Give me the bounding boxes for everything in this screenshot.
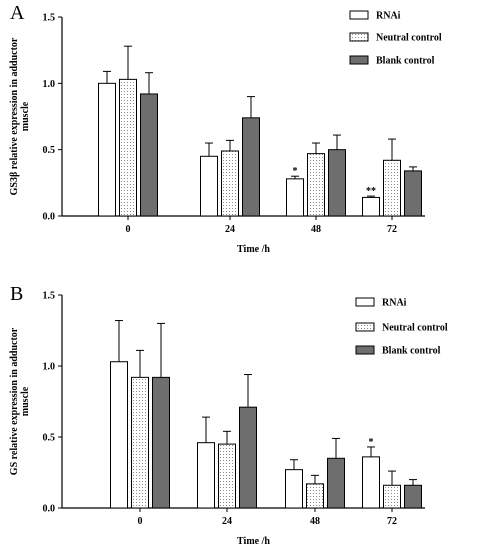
x-tick-label: 48 [311, 224, 321, 235]
panel-letter: A [10, 2, 25, 24]
y-tick-label: 1.0 [43, 362, 56, 373]
x-tick-label: 72 [387, 224, 397, 235]
bar [286, 178, 304, 217]
legend-label: Blank control [376, 56, 435, 67]
y-axis-title: GS3β relative expression in adductormusc… [9, 37, 31, 195]
bar [140, 93, 158, 217]
bar [404, 484, 422, 509]
legend-swatch [355, 322, 375, 332]
y-tick-label: 1.5 [43, 291, 56, 302]
x-tick-label: 24 [225, 224, 235, 235]
bar [200, 155, 218, 217]
bar [285, 469, 303, 509]
bar [362, 196, 380, 217]
legend-label: RNAi [376, 11, 401, 22]
y-axis-title-line-2: muscle [20, 386, 31, 416]
y-axis-title-line-2: muscle [20, 101, 31, 131]
bar [383, 159, 401, 217]
x-tick-label: 0 [126, 224, 131, 235]
x-tick-label: 0 [138, 516, 143, 527]
y-tick-label: 0.0 [43, 212, 56, 223]
legend-label: Neutral control [376, 33, 442, 44]
x-axis-title: Time /h [237, 536, 270, 547]
x-axis-title: Time /h [237, 244, 270, 255]
significance-marker: * [369, 437, 374, 448]
bar [239, 406, 257, 509]
y-axis-title-line-1: GS relative expression in adductor [9, 327, 20, 475]
bar [327, 457, 345, 509]
y-axis-title: GS relative expression in adductormuscle [9, 327, 31, 475]
legend-swatch [349, 10, 369, 20]
bar [242, 117, 260, 217]
panel-letter: B [10, 283, 23, 305]
legend-label: Blank control [382, 346, 441, 357]
bar [131, 376, 149, 509]
bar [307, 153, 325, 217]
legend-label: RNAi [382, 298, 407, 309]
bar [404, 170, 422, 217]
panel-b: B 0.0 0.5 1.0 1.5 GS relative expression in a… [9, 283, 448, 547]
y-tick-label: 0.5 [43, 145, 56, 156]
bar [197, 442, 215, 509]
bar [221, 150, 239, 217]
panel-a: A 0.0 0.5 1.0 1.5 GS3β relative expression in… [9, 2, 442, 255]
bar [98, 82, 116, 217]
bar [152, 376, 170, 509]
x-tick-label: 24 [222, 516, 232, 527]
significance-marker: ** [366, 186, 376, 197]
bar [328, 149, 346, 217]
bar [362, 456, 380, 509]
bar [119, 78, 137, 217]
y-tick-label: 1.5 [43, 13, 56, 24]
x-tick-label: 48 [310, 516, 320, 527]
y-axis-title-line-1: GS3β relative expression in adductor [9, 37, 20, 195]
y-tick-label: 0.0 [43, 504, 56, 515]
legend-swatch [349, 55, 369, 65]
legend-swatch [349, 32, 369, 42]
bar [383, 484, 401, 509]
legend-label: Neutral control [382, 323, 448, 334]
x-tick-label: 72 [387, 516, 397, 527]
y-tick-label: 1.0 [43, 79, 56, 90]
bar [110, 361, 128, 509]
legend-swatch [355, 297, 375, 307]
significance-marker: * [293, 166, 298, 177]
bar [218, 443, 236, 509]
legend-swatch [355, 345, 375, 355]
bar [306, 483, 324, 509]
y-tick-label: 0.5 [43, 433, 56, 444]
